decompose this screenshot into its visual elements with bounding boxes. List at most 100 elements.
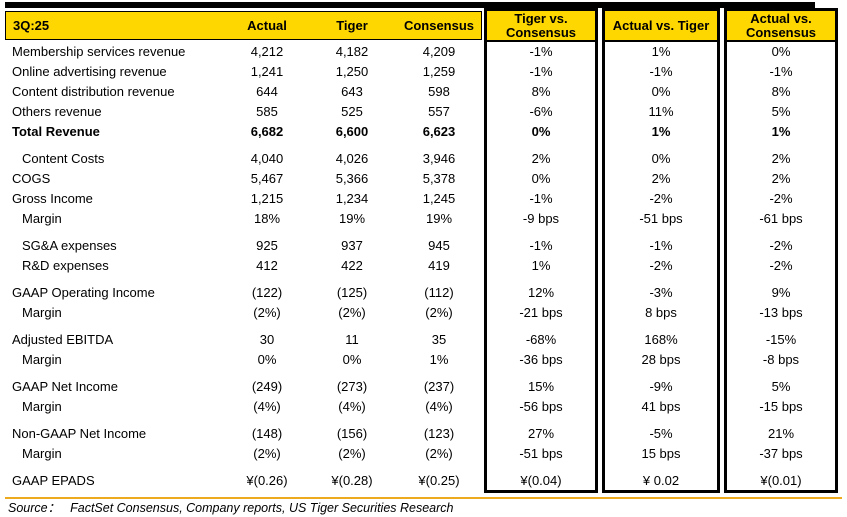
actual-vs-consensus-value: ¥(0.01) (760, 473, 802, 488)
tiger-vs-consensus-value: -9 bps (522, 211, 560, 226)
tiger-value: 5,366 (335, 171, 369, 186)
actual-vs-consensus-value: -61 bps (759, 211, 803, 226)
row-label: Content distribution revenue (12, 84, 175, 99)
actual-vs-tiger-value: 1% (651, 124, 671, 139)
tiger-value: 4,026 (335, 151, 369, 166)
actual-vs-consensus-value: -15 bps (759, 399, 803, 414)
actual-vs-consensus-value: 0% (771, 44, 791, 59)
table-row: Margin 18% 19% 19% -9 bps -51 bps -61 bps (5, 209, 841, 229)
table-section: SG&A expenses 925 937 945 -1% -1% -2% R&D expen… (5, 236, 841, 276)
tiger-value: (2%) (338, 305, 366, 320)
actual-value: 4,212 (250, 44, 284, 59)
actual-vs-consensus-value: 2% (771, 151, 791, 166)
table-row: Content distribution revenue 644 643 598 8% 0… (5, 82, 841, 102)
consensus-value: 1% (429, 352, 449, 367)
tiger-vs-consensus-value: 1% (531, 258, 551, 273)
actual-value: 585 (256, 104, 278, 119)
bottom-rule (5, 497, 842, 499)
consensus-value: ¥(0.25) (418, 473, 460, 488)
table-row: Margin (4%) (4%) (4%) -56 bps 41 bps -15 bps (5, 397, 841, 417)
tiger-value: 422 (341, 258, 363, 273)
diff-column-box-actual-vs-tiger: Actual vs. Tiger (602, 8, 720, 493)
consensus-value: 5,378 (422, 171, 456, 186)
actual-vs-consensus-value: 9% (771, 285, 791, 300)
source-text: FactSet Consensus, Company reports, US T… (70, 501, 454, 515)
tiger-value: 19% (338, 211, 366, 226)
consensus-value: 1,245 (422, 191, 456, 206)
consensus-value: (2%) (425, 446, 453, 461)
tiger-vs-consensus-value: -6% (529, 104, 553, 119)
row-label: Adjusted EBITDA (12, 332, 114, 347)
tiger-vs-consensus-value: 15% (527, 379, 555, 394)
actual-value: 0% (257, 352, 277, 367)
consensus-value: 19% (425, 211, 453, 226)
actual-vs-tiger-value: 2% (651, 171, 671, 186)
row-label: Margin (22, 446, 62, 461)
actual-value: 6,682 (250, 124, 284, 139)
row-label: Gross Income (12, 191, 93, 206)
tiger-value: (273) (336, 379, 368, 394)
table-row: GAAP Net Income (249) (273) (237) 15% -9% 5% (5, 377, 841, 397)
actual-vs-tiger-value: -5% (649, 426, 673, 441)
actual-vs-consensus-value: -15% (765, 332, 797, 347)
tiger-value: 643 (341, 84, 363, 99)
source-label: Source： (8, 501, 61, 515)
table-section: Content Costs 4,040 4,026 3,946 2% 0% 2% COGS 5,… (5, 149, 841, 229)
consensus-value: 35 (431, 332, 447, 347)
column-header-actual-vs-consensus: Actual vs. Consensus (727, 11, 835, 42)
column-header-actual: Actual (247, 18, 287, 33)
tiger-vs-consensus-value: -1% (529, 64, 553, 79)
actual-vs-consensus-value: -2% (769, 191, 793, 206)
table-row: Adjusted EBITDA 30 11 35 -68% 168% -15% (5, 330, 841, 350)
consensus-value: 6,623 (422, 124, 456, 139)
tiger-vs-consensus-value: -56 bps (519, 399, 563, 414)
tiger-vs-consensus-value: 8% (531, 84, 551, 99)
column-header-consensus: Consensus (403, 18, 475, 33)
tiger-value: (2%) (338, 446, 366, 461)
table-section: Adjusted EBITDA 30 11 35 -68% 168% -15% Margin 0… (5, 330, 841, 370)
tiger-value: 0% (342, 352, 362, 367)
actual-value: (2%) (253, 446, 281, 461)
consensus-value: (112) (424, 285, 454, 300)
actual-value: 4,040 (250, 151, 284, 166)
consensus-value: (4%) (425, 399, 453, 414)
tiger-vs-consensus-value: -51 bps (519, 446, 563, 461)
consensus-value: 1,259 (422, 64, 456, 79)
consensus-value: 945 (428, 238, 450, 253)
actual-vs-tiger-value: -51 bps (639, 211, 683, 226)
actual-vs-tiger-value: -2% (649, 191, 673, 206)
table-row: SG&A expenses 925 937 945 -1% -1% -2% (5, 236, 841, 256)
row-label: Margin (22, 352, 62, 367)
tiger-value: (156) (336, 426, 368, 441)
row-label: Total Revenue (12, 124, 100, 139)
table-row: Margin (2%) (2%) (2%) -51 bps 15 bps -37 bps (5, 444, 841, 464)
actual-vs-consensus-value: -1% (769, 64, 793, 79)
actual-vs-tiger-value: 28 bps (641, 352, 681, 367)
actual-vs-tiger-value: 0% (651, 84, 671, 99)
actual-vs-tiger-value: -9% (649, 379, 673, 394)
top-rule (5, 2, 815, 8)
actual-vs-consensus-value: -8 bps (762, 352, 800, 367)
tiger-value: ¥(0.28) (331, 473, 373, 488)
actual-value: (148) (251, 426, 283, 441)
actual-vs-tiger-value: 0% (651, 151, 671, 166)
consensus-value: 557 (428, 104, 450, 119)
actual-value: 412 (256, 258, 278, 273)
table-row: R&D expenses 412 422 419 1% -2% -2% (5, 256, 841, 276)
tiger-value: 1,234 (335, 191, 369, 206)
consensus-value: (2%) (425, 305, 453, 320)
actual-value: 18% (253, 211, 281, 226)
row-label: Non-GAAP Net Income (12, 426, 147, 441)
tiger-vs-consensus-value: 12% (527, 285, 555, 300)
row-label: Content Costs (22, 151, 105, 166)
row-label: COGS (12, 171, 51, 186)
actual-vs-consensus-value: 2% (771, 171, 791, 186)
consensus-value: 4,209 (422, 44, 456, 59)
period-header: 3Q:25 (13, 18, 50, 33)
actual-vs-tiger-value: -1% (649, 64, 673, 79)
row-label: GAAP Operating Income (12, 285, 155, 300)
row-label: GAAP EPADS (12, 473, 95, 488)
tiger-vs-consensus-value: -1% (529, 191, 553, 206)
table-row: Others revenue 585 525 557 -6% 11% 5% (5, 102, 841, 122)
